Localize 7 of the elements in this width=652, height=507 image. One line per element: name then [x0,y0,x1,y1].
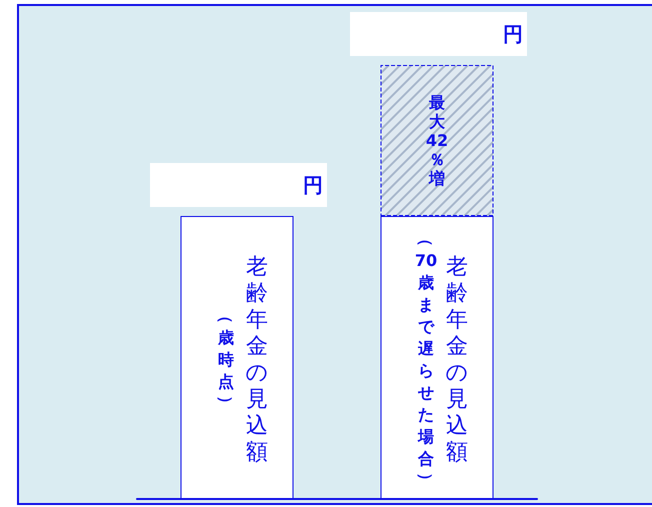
text: （70歳まで遅らせた場合） [414,230,438,489]
amount-field: 円 [350,12,527,56]
annotation: 老齢年金の見込額 [446,254,468,465]
annotation: 老齢年金の見込額 [246,254,268,465]
amount-field: 円 [150,163,327,208]
annotation: （歳時点） [216,308,236,412]
annotation: 最大42％増 [426,93,448,188]
